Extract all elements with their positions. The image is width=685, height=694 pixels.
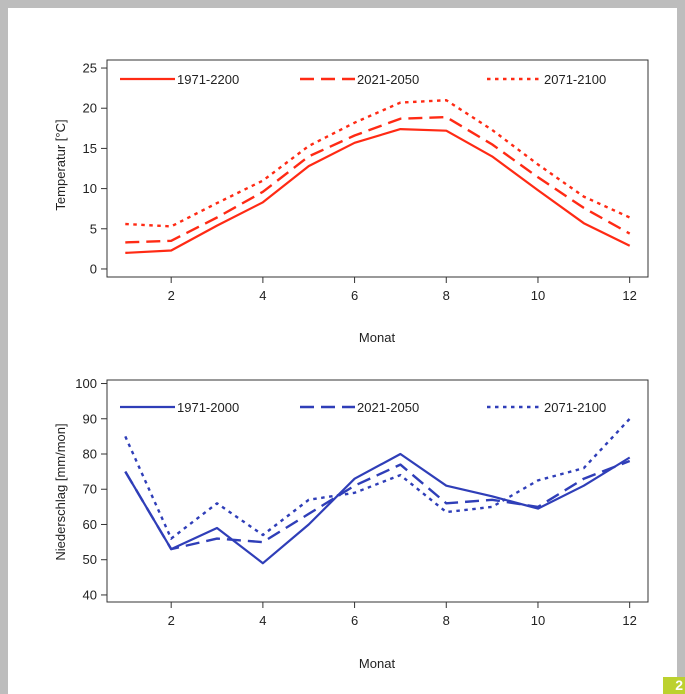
temperature-y-tick-label: 0 <box>90 261 97 276</box>
precipitation-y-tick-label: 60 <box>83 517 97 532</box>
temperature-x-tick-label: 2 <box>168 288 175 303</box>
temperature-y-tick-label: 5 <box>90 221 97 236</box>
temperature-x-tick-label: 6 <box>351 288 358 303</box>
temperature-y-tick-label: 25 <box>83 61 97 76</box>
page-number-badge: 2 <box>663 677 685 694</box>
precipitation-y-tick-label: 50 <box>83 552 97 567</box>
precipitation-y-label: Niederschlag [mm/mon] <box>53 423 68 560</box>
temperature-y-tick-label: 15 <box>83 141 97 156</box>
precipitation-x-tick-label: 10 <box>531 613 545 628</box>
temperature-x-tick-label: 8 <box>443 288 450 303</box>
temperature-plot-frame <box>106 59 649 278</box>
temperature-data-points <box>125 100 630 253</box>
temperature-y-tick-label: 10 <box>83 181 97 196</box>
precipitation-data-points <box>125 418 630 564</box>
precipitation-series-lines <box>124 417 631 565</box>
precipitation-legend: 1971-2000 2021-2050 2071-2100 <box>120 400 606 415</box>
precipitation-plot-frame <box>106 379 649 603</box>
temperature-legend: 1971-2200 2021-2050 2071-2100 <box>120 72 606 87</box>
precipitation-x-tick-label: 4 <box>259 613 266 628</box>
precipitation-legend-label-2021-2050: 2021-2050 <box>357 400 419 415</box>
precipitation-legend-label-2071-2100: 2071-2100 <box>544 400 606 415</box>
temperature-x-tick-label: 4 <box>259 288 266 303</box>
temperature-y-label: Temperatur [°C] <box>53 119 68 210</box>
temperature-chart: Temperatur [°C] Monat 2 4 6 8 10 12 051015202… <box>53 59 649 345</box>
temperature-x-label: Monat <box>359 330 396 345</box>
temperature-x-ticks: 2 4 6 8 10 12 <box>168 277 637 303</box>
temperature-legend-label-1971-2200: 1971-2200 <box>177 72 239 87</box>
precipitation-y-tick-label: 80 <box>83 447 97 462</box>
precipitation-y-tick-label: 100 <box>75 376 97 391</box>
temperature-x-tick-label: 12 <box>622 288 636 303</box>
temperature-series-line-1971-2200 <box>125 128 631 254</box>
temperature-series-line-2021-2050 <box>125 115 631 244</box>
precipitation-x-tick-label: 8 <box>443 613 450 628</box>
precipitation-x-tick-label: 2 <box>168 613 175 628</box>
temperature-x-tick-label: 10 <box>531 288 545 303</box>
temperature-y-ticks: 0 5 10 15 20 25 <box>83 61 107 276</box>
precipitation-y-tick-label: 90 <box>83 411 97 426</box>
precipitation-legend-label-1971-2000: 1971-2000 <box>177 400 239 415</box>
precipitation-x-ticks: 2 4 6 8 10 12 <box>168 602 637 628</box>
temperature-legend-label-2021-2050: 2021-2050 <box>357 72 419 87</box>
precipitation-y-tick-label: 40 <box>83 587 97 602</box>
precipitation-x-label: Monat <box>359 656 396 671</box>
precipitation-y-ticks: 40 50 60 70 80 90 100 <box>75 376 107 602</box>
precipitation-x-tick-label: 6 <box>351 613 358 628</box>
precipitation-chart: Niederschlag [mm/mon] Monat 2 4 6 8 10 12 40 5… <box>53 376 649 671</box>
precipitation-series-line-1971-2000 <box>124 452 631 565</box>
precipitation-series-line-2021-2050 <box>124 459 631 551</box>
precipitation-y-tick-label: 70 <box>83 482 97 497</box>
temperature-series-lines <box>125 98 631 254</box>
precipitation-x-tick-label: 12 <box>622 613 636 628</box>
temperature-legend-label-2071-2100: 2071-2100 <box>544 72 606 87</box>
temperature-series-line-2071-2100 <box>125 98 631 228</box>
temperature-y-tick-label: 20 <box>83 101 97 116</box>
precipitation-series-line-2071-2100 <box>124 417 631 540</box>
